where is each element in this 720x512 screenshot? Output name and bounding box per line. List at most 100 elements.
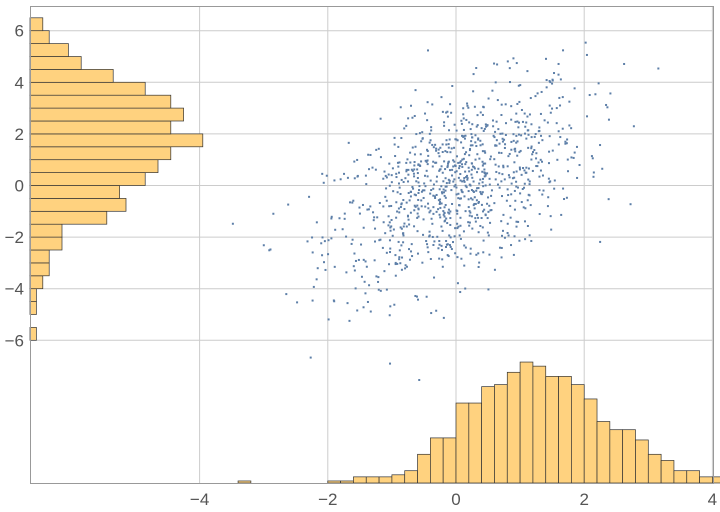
scatter-point — [433, 195, 436, 198]
scatter-point — [478, 182, 481, 185]
x-histogram-bar — [712, 476, 720, 484]
x-marginal-histogram — [237, 361, 720, 484]
scatter-point — [421, 131, 424, 134]
scatter-point — [523, 112, 526, 115]
scatter-point — [424, 112, 427, 115]
scatter-point — [398, 249, 401, 252]
scatter-point — [448, 169, 451, 172]
scatter-point — [501, 229, 504, 232]
scatter-point — [452, 180, 455, 183]
scatter-point — [477, 200, 480, 203]
scatter-point — [561, 96, 564, 99]
scatter-point — [417, 298, 420, 301]
scatter-point — [269, 248, 272, 251]
scatter-point — [462, 117, 465, 120]
scatter-point — [325, 174, 328, 177]
scatter-point — [459, 237, 462, 240]
scatter-point — [586, 115, 589, 118]
scatter-point — [397, 240, 400, 243]
scatter-point — [528, 234, 531, 237]
scatter-point — [474, 158, 477, 161]
scatter-point — [311, 251, 314, 254]
scatter-point — [530, 158, 533, 161]
scatter-point — [533, 135, 536, 138]
scatter-point — [531, 169, 534, 172]
scatter-point — [454, 138, 457, 141]
scatter-point — [387, 224, 390, 227]
scatter-point — [489, 221, 492, 224]
scatter-point — [403, 222, 406, 225]
scatter-point — [391, 234, 394, 237]
scatter-point — [381, 246, 384, 249]
scatter-point — [398, 171, 401, 174]
scatter-point — [504, 103, 507, 106]
scatter-point — [527, 146, 530, 149]
scatter-point — [533, 149, 536, 152]
scatter-point — [461, 180, 464, 183]
scatter-point — [473, 166, 476, 169]
scatter-point — [453, 123, 456, 126]
scatter-point — [492, 134, 495, 137]
scatter-point — [399, 106, 402, 109]
scatter-point — [467, 206, 470, 209]
scatter-point — [432, 194, 435, 197]
scatter-point — [432, 243, 435, 246]
scatter-point — [393, 143, 396, 146]
scatter-point — [457, 225, 460, 228]
scatter-point — [436, 235, 439, 238]
scatter-point — [548, 150, 551, 153]
scatter-point — [422, 196, 425, 199]
scatter-point — [520, 108, 523, 111]
scatter-point — [464, 163, 467, 166]
scatter-point — [523, 220, 526, 223]
scatter-point — [470, 168, 473, 171]
scatter-point — [576, 176, 579, 179]
scatter-point — [510, 182, 513, 185]
scatter-point — [430, 129, 433, 132]
scatter-point — [474, 220, 477, 223]
scatter-point — [482, 162, 485, 165]
scatter-point — [425, 240, 428, 243]
scatter-point — [443, 211, 446, 214]
scatter-point — [481, 150, 484, 153]
scatter-point — [447, 211, 450, 214]
scatter-point — [491, 89, 494, 92]
scatter-point — [462, 230, 465, 233]
scatter-point — [472, 90, 475, 93]
scatter-point — [457, 161, 460, 164]
scatter-point — [484, 174, 487, 177]
scatter-point — [312, 285, 315, 288]
scatter-point — [468, 210, 471, 213]
scatter-point — [454, 227, 457, 230]
scatter-point — [503, 178, 506, 181]
scatter-point — [379, 117, 382, 120]
scatter-point — [450, 111, 453, 114]
scatter-point — [426, 159, 429, 162]
scatter-point — [418, 185, 421, 188]
scatter-point — [389, 305, 392, 308]
scatter-point — [464, 210, 467, 213]
scatter-point — [515, 134, 518, 137]
scatter-point — [503, 146, 506, 149]
scatter-point — [446, 151, 449, 154]
scatter-point — [477, 138, 480, 141]
scatter-point — [476, 213, 479, 216]
scatter-point — [438, 257, 441, 260]
scatter-point — [428, 132, 431, 135]
scatter-point — [353, 160, 356, 163]
scatter-point — [471, 162, 474, 165]
x-tick-label: −4 — [190, 490, 209, 509]
scatter-point — [537, 130, 540, 133]
scatter-point — [415, 180, 418, 183]
scatter-point — [452, 241, 455, 244]
scatter-point — [402, 234, 405, 237]
scatter-point — [470, 140, 473, 143]
scatter-point — [401, 256, 404, 259]
scatter-point — [510, 105, 513, 108]
scatter-point — [406, 214, 409, 217]
scatter-point — [555, 122, 558, 125]
scatter-point — [524, 207, 527, 210]
scatter-point — [500, 114, 503, 117]
y-histogram-bar — [29, 30, 50, 44]
scatter-point — [530, 123, 533, 126]
